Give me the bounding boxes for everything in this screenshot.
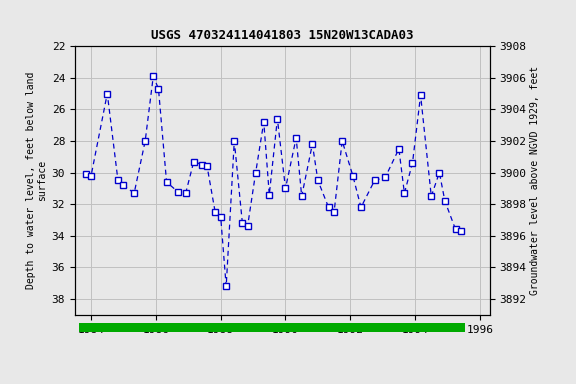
- Y-axis label: Depth to water level, feet below land
surface: Depth to water level, feet below land su…: [26, 72, 47, 289]
- Title: USGS 470324114041803 15N20W13CADA03: USGS 470324114041803 15N20W13CADA03: [151, 29, 414, 42]
- Y-axis label: Groundwater level above NGVD 1929, feet: Groundwater level above NGVD 1929, feet: [530, 66, 540, 295]
